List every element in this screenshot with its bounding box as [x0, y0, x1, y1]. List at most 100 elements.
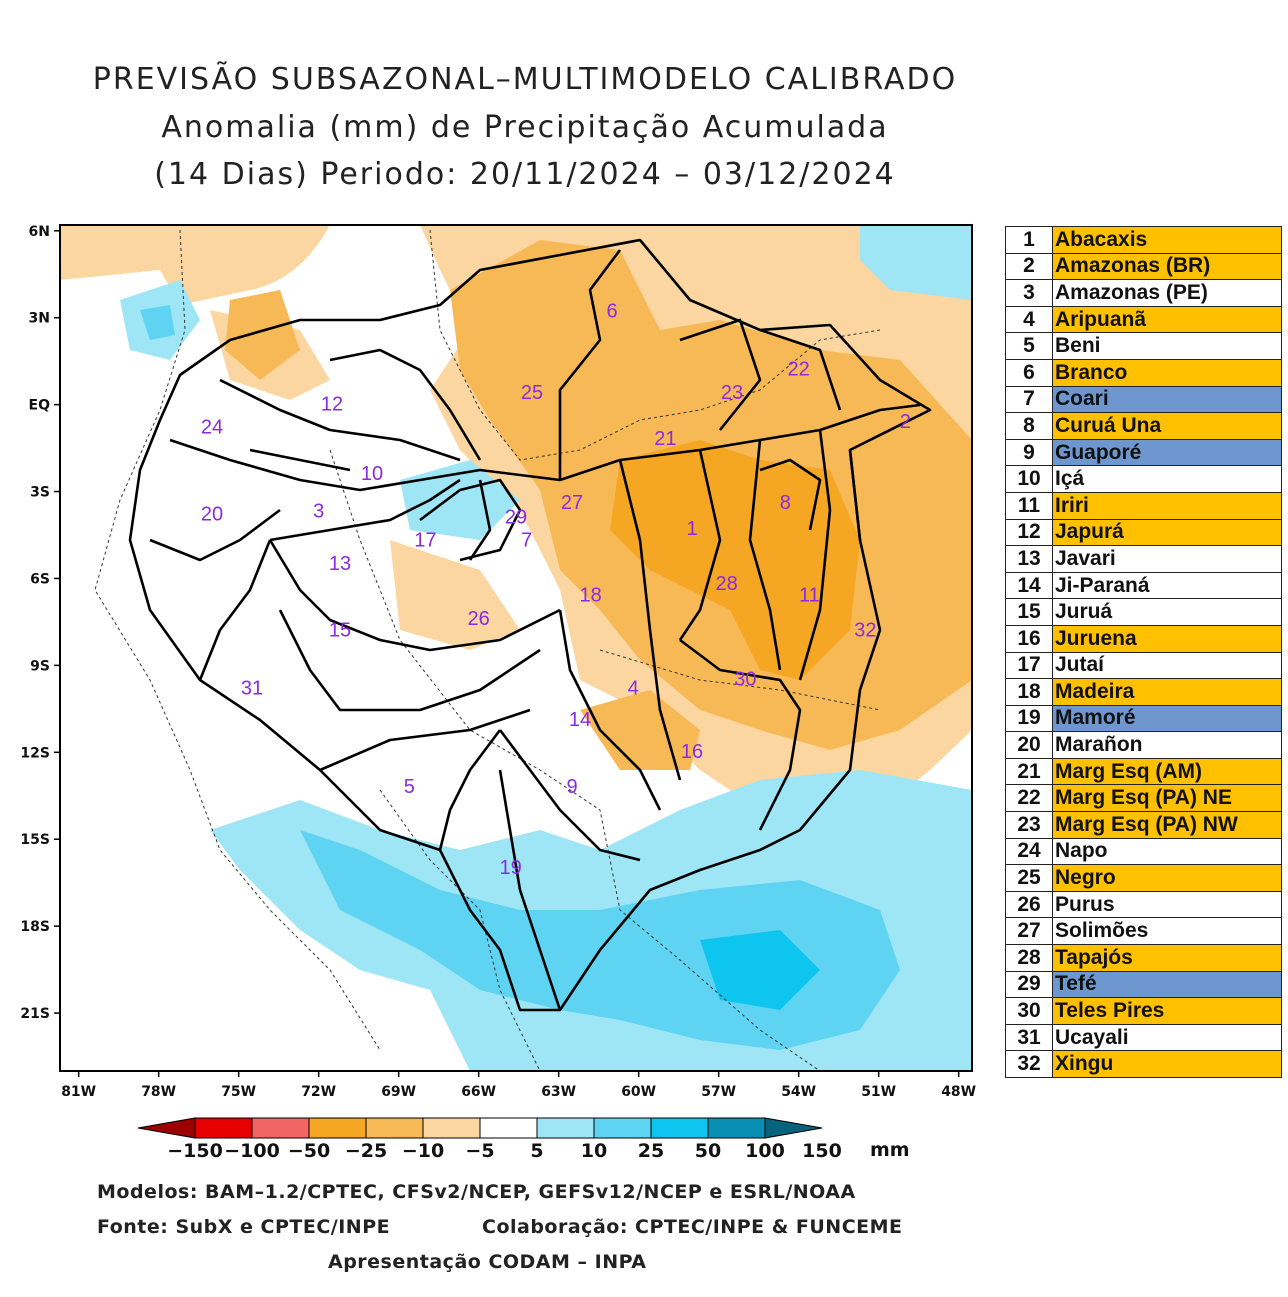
legend-number: 17: [1005, 651, 1053, 680]
anomaly-orange-light: [60, 225, 330, 305]
footer-presentation: Apresentação CODAM – INPA: [328, 1251, 647, 1273]
colorbar-segment: [593, 1117, 652, 1139]
legend-number: 29: [1005, 970, 1053, 999]
legend-row: 3 Amazonas (PE): [1005, 279, 1282, 307]
colorbar-unit: mm: [870, 1139, 910, 1161]
footer-collaboration: Colaboração: CPTEC/INPE & FUNCEME: [482, 1216, 903, 1238]
legend-row: 29 Tefé: [1005, 970, 1282, 999]
colorbar-label: 100: [745, 1140, 785, 1162]
legend-basin-name: Teles Pires: [1052, 997, 1282, 1025]
legend-row: 6 Branco: [1005, 358, 1282, 387]
colorbar-label: −25: [345, 1140, 387, 1162]
map-title-line3: (14 Dias) Periodo: 20/11/2024 – 03/12/20…: [154, 157, 896, 192]
legend-basin-name: Marg Esq (PA) NW: [1052, 811, 1282, 839]
legend-number: 20: [1005, 731, 1053, 759]
legend-row: 20 Marañon: [1005, 731, 1282, 759]
basin-label-24: 24: [201, 417, 223, 439]
colorbar-label: 10: [581, 1140, 607, 1162]
legend-basin-name: Marañon: [1052, 731, 1282, 759]
y-axis: 6N 3N EQ 3S 6S 9S 12S 15S 18S 21S: [20, 224, 60, 1022]
legend-basin-name: Javari: [1052, 545, 1282, 573]
basin-label-20: 20: [201, 504, 223, 526]
basin-label-22: 22: [788, 359, 810, 381]
legend-basin-name: Coari: [1052, 385, 1282, 414]
anomaly-blue-light: [860, 225, 972, 300]
colorbar-label: 150: [802, 1140, 842, 1162]
legend-number: 10: [1005, 465, 1053, 493]
legend-number: 7: [1005, 385, 1053, 414]
colorbar-segment: [194, 1117, 253, 1139]
legend-basin-name: Curuá Una: [1052, 412, 1282, 440]
legend-basin-name: Juruá: [1052, 598, 1282, 626]
legend-row: 14 Ji-Paraná: [1005, 571, 1282, 600]
legend-basin-name: Japurá: [1052, 518, 1282, 547]
legend-number: 4: [1005, 305, 1053, 334]
anomaly-map: 6N 3N EQ 3S 6S 9S 12S 15S 18S 21S 81W 78W 75W 72W 69W…: [0, 210, 1000, 1110]
legend-basin-name: Jutaí: [1052, 651, 1282, 680]
legend-row: 22 Marg Esq (PA) NE: [1005, 784, 1282, 813]
basin-label-8: 8: [780, 492, 791, 514]
basin-legend-table: 1 Abacaxis 2 Amazonas (BR) 3 Amazonas (PE) 4 Ar…: [1005, 226, 1282, 1078]
basin-number-labels: 6 22 25 23 12 2 24 21 10 3 20 27 8 29 1 17 7 13 28 18 11 26 15…: [201, 301, 911, 879]
legend-number: 30: [1005, 997, 1053, 1025]
legend-row: 21 Marg Esq (AM): [1005, 757, 1282, 786]
basin-label-21: 21: [654, 428, 676, 450]
basin-boundaries: [128, 238, 932, 1012]
legend-number: 6: [1005, 358, 1053, 387]
legend-basin-name: Amazonas (BR): [1052, 252, 1282, 281]
legend-row: 30 Teles Pires: [1005, 997, 1282, 1025]
basin-label-2: 2: [900, 411, 911, 433]
basin-label-11: 11: [799, 585, 820, 607]
basin-label-31: 31: [241, 677, 263, 699]
legend-basin-name: Marg Esq (PA) NE: [1052, 784, 1282, 813]
legend-basin-name: Juruena: [1052, 624, 1282, 653]
basin-label-15: 15: [329, 619, 351, 641]
legend-row: 1 Abacaxis: [1005, 226, 1282, 254]
basin-label-27: 27: [561, 492, 583, 514]
legend-row: 12 Japurá: [1005, 518, 1282, 547]
basin-label-7: 7: [521, 530, 532, 552]
legend-number: 26: [1005, 890, 1053, 919]
x-tick-label: 69W: [381, 1084, 416, 1100]
legend-row: 19 Mamoré: [1005, 704, 1282, 733]
anomaly-orange-medium: [225, 290, 300, 380]
legend-basin-name: Negro: [1052, 864, 1282, 892]
basin-label-26: 26: [468, 608, 490, 630]
colorbar-label: −100: [224, 1140, 280, 1162]
colorbar-label: −10: [402, 1140, 444, 1162]
basin-label-1: 1: [686, 518, 697, 540]
legend-number: 23: [1005, 811, 1053, 839]
colorbar-label: −50: [288, 1140, 330, 1162]
legend-row: 18 Madeira: [1005, 678, 1282, 706]
legend-number: 2: [1005, 252, 1053, 281]
y-tick-label: 9S: [30, 658, 50, 674]
legend-row: 8 Curuá Una: [1005, 412, 1282, 440]
basin-label-12: 12: [321, 393, 343, 415]
legend-basin-name: Mamoré: [1052, 704, 1282, 733]
x-tick-label: 48W: [941, 1084, 976, 1100]
colorbar-max-arrow: [764, 1117, 823, 1139]
anomaly-fields: [60, 225, 972, 1071]
legend-basin-name: Purus: [1052, 890, 1282, 919]
x-tick-label: 66W: [461, 1084, 496, 1100]
x-tick-label: 54W: [781, 1084, 816, 1100]
legend-number: 5: [1005, 332, 1053, 360]
basin-label-10: 10: [361, 463, 383, 485]
colorbar-label: −5: [465, 1140, 494, 1162]
basin-label-16: 16: [681, 741, 703, 763]
legend-number: 1: [1005, 226, 1053, 254]
basin-label-4: 4: [628, 677, 639, 699]
basin-label-6: 6: [606, 301, 617, 323]
colorbar-label: −150: [167, 1140, 223, 1162]
colorbar: −150 −100 −50 −25 −10 −5 5 10 25 50 100 150 mm: [137, 1117, 910, 1162]
y-tick-label: 18S: [20, 919, 50, 935]
legend-row: 24 Napo: [1005, 837, 1282, 866]
legend-basin-name: Aripuanã: [1052, 305, 1282, 334]
legend-basin-name: Ucayali: [1052, 1023, 1282, 1052]
legend-basin-name: Marg Esq (AM): [1052, 757, 1282, 786]
legend-number: 31: [1005, 1023, 1053, 1052]
anomaly-orange-medium: [580, 690, 700, 770]
legend-row: 2 Amazonas (BR): [1005, 252, 1282, 281]
x-tick-label: 51W: [861, 1084, 896, 1100]
x-tick-label: 63W: [541, 1084, 576, 1100]
